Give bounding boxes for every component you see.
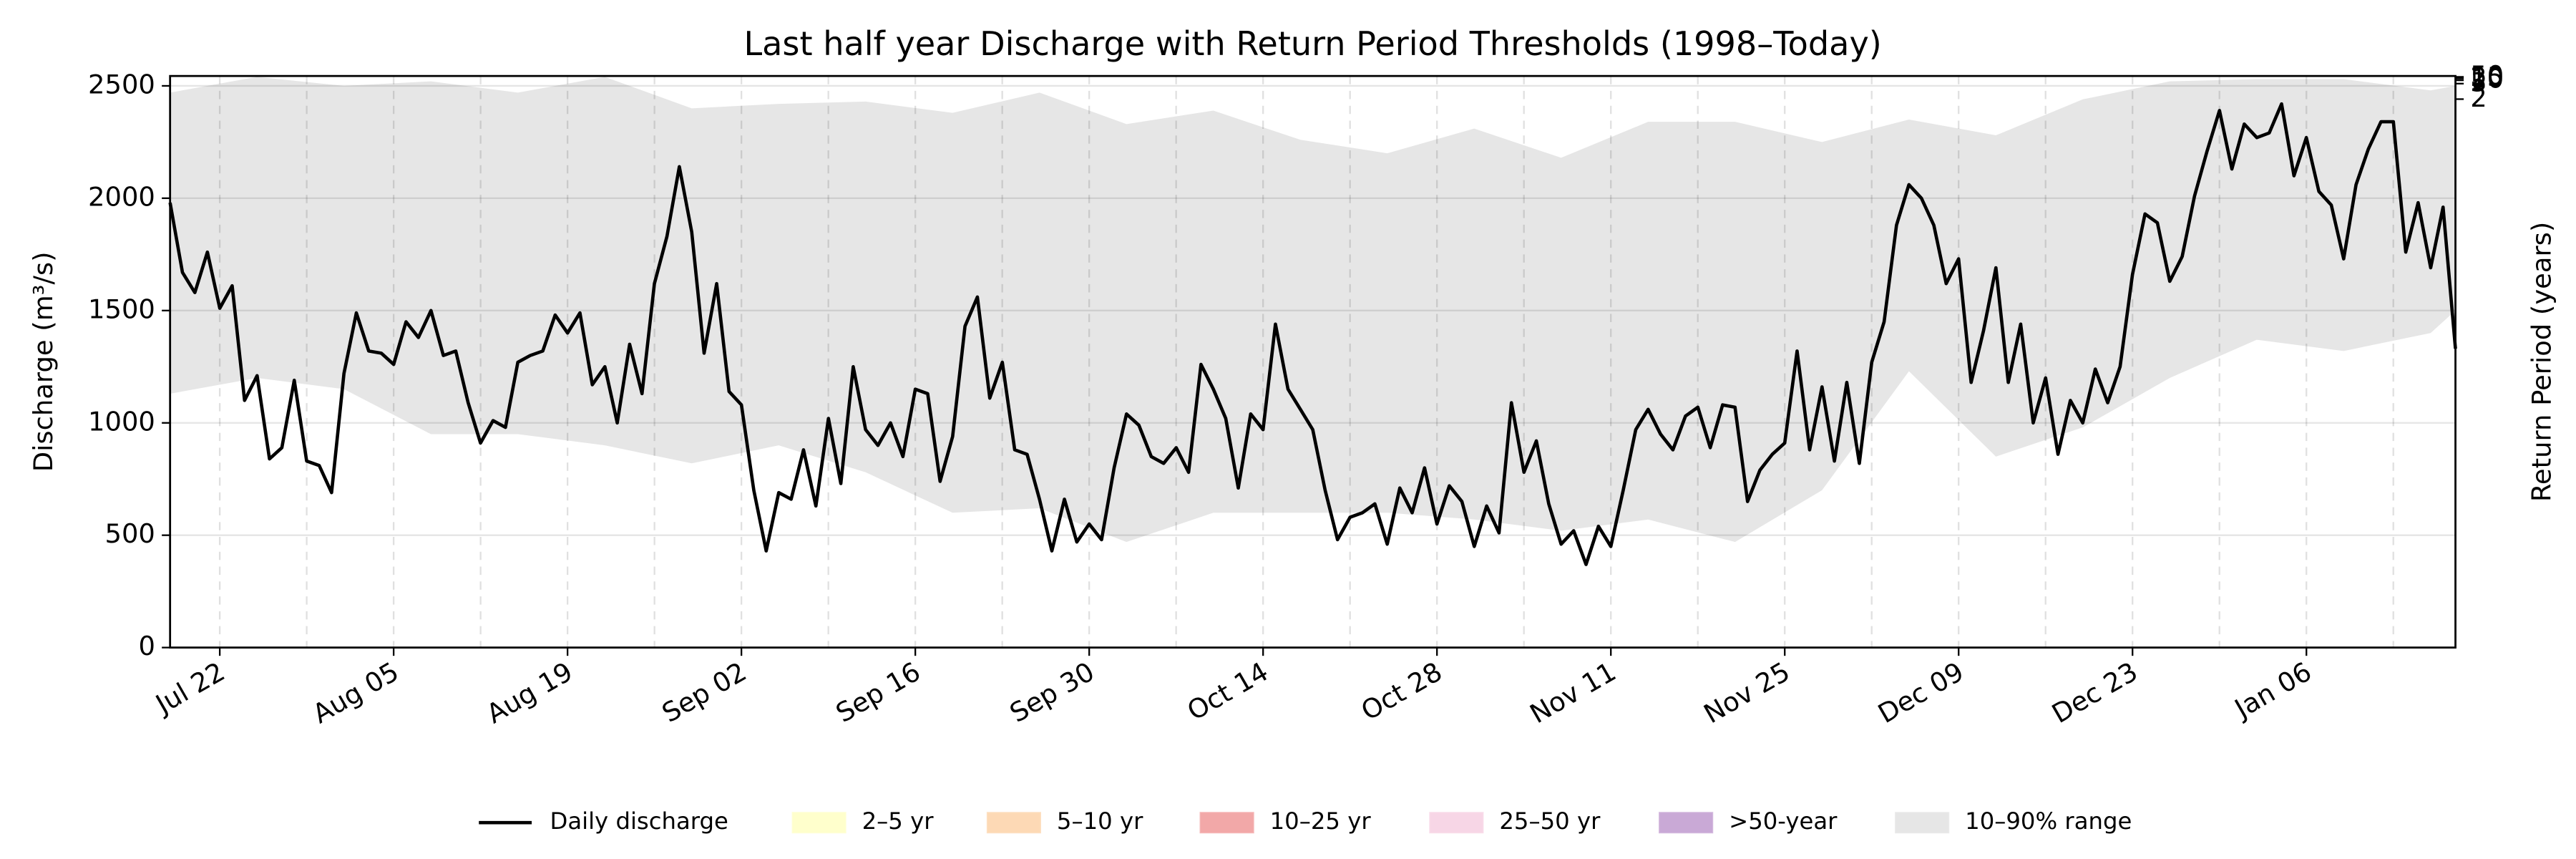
y2-tick-label: 25	[2470, 62, 2504, 92]
legend-swatch	[791, 812, 847, 834]
x-tick-label: Dec 23	[2046, 656, 2142, 729]
legend-label: 10–25 yr	[1270, 807, 1372, 835]
legend-label: 2–5 yr	[862, 807, 935, 835]
y2-tick-label: 2	[2470, 82, 2487, 113]
y-tick-label: 2000	[88, 181, 155, 212]
legend-label: Daily discharge	[550, 807, 728, 835]
y-tick-label: 500	[104, 518, 155, 549]
legend-label: >50-year	[1729, 807, 1838, 835]
legend-label: 10–90% range	[1965, 807, 2132, 835]
y2-axis-label: Return Period (years)	[2526, 222, 2557, 502]
x-tick-label: Nov 25	[1699, 656, 1795, 730]
x-tick-label: Nov 11	[1525, 656, 1621, 730]
legend-swatch	[1199, 812, 1254, 834]
chart-title: Last half year Discharge with Return Per…	[743, 24, 1881, 63]
x-tick-label: Oct 28	[1356, 656, 1448, 727]
discharge-line	[168, 102, 2457, 566]
x-tick-label: Oct 14	[1182, 656, 1274, 727]
y2-tick-label: 50	[2470, 60, 2504, 91]
y2-tick-label: 10	[2470, 64, 2504, 94]
x-tick-label: Sep 16	[831, 656, 926, 729]
legend-swatch	[1429, 812, 1484, 834]
x-tick-label: Jul 22	[150, 656, 230, 721]
y-tick-label: 1000	[88, 406, 155, 437]
range-band	[170, 77, 2456, 543]
legend-swatch	[986, 812, 1041, 834]
x-tick-label: Dec 09	[1873, 656, 1968, 729]
x-tick-label: Sep 30	[1005, 656, 1100, 729]
legend-swatch	[1659, 812, 1714, 834]
x-tick-label: Aug 19	[482, 656, 578, 730]
y-axis-label: Discharge (m³/s)	[28, 251, 59, 472]
x-tick-label: Jan 06	[2228, 656, 2316, 725]
legend-label: 5–10 yr	[1057, 807, 1143, 835]
x-tick-label: Aug 05	[308, 656, 404, 730]
y-tick-label: 0	[138, 631, 155, 661]
x-tick-label: Sep 02	[657, 656, 752, 729]
legend-label: 25–50 yr	[1499, 807, 1601, 835]
y2-tick-label: 5	[2470, 67, 2487, 97]
legend-swatch	[1895, 812, 1950, 834]
y-tick-label: 2500	[88, 69, 155, 100]
plot-frame	[169, 74, 2457, 649]
y-tick-label: 1500	[88, 293, 155, 324]
